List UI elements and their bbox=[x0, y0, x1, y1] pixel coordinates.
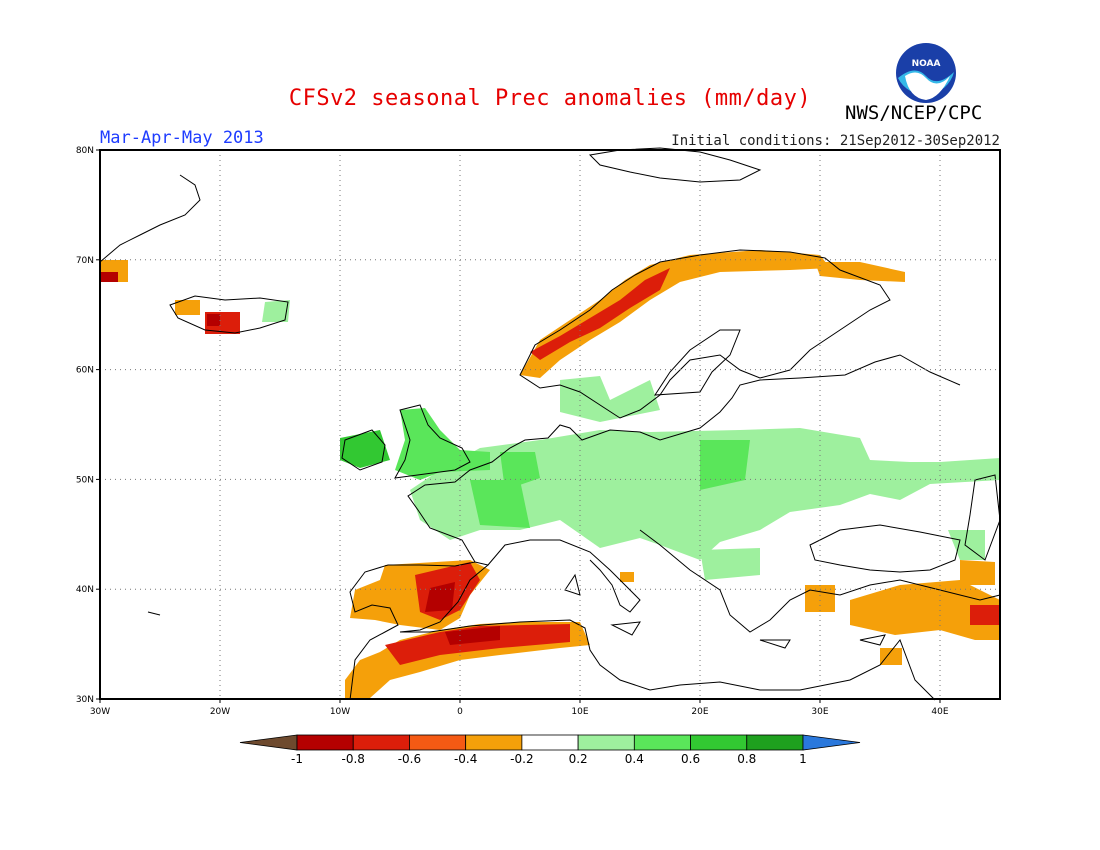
lon-label: 20E bbox=[691, 707, 708, 717]
coast-azores bbox=[147, 611, 161, 616]
anomaly-balkans bbox=[700, 548, 760, 580]
anomaly-iceland-east bbox=[262, 300, 290, 322]
anomaly-ireland bbox=[340, 430, 390, 468]
map-frame bbox=[99, 149, 1001, 700]
lat-label: 50N bbox=[76, 475, 94, 485]
anomaly-iceland-west bbox=[175, 300, 200, 315]
coast-sardinia bbox=[564, 573, 581, 596]
coast-iceland bbox=[169, 295, 289, 334]
anomaly-shading bbox=[100, 250, 1000, 698]
coast-scandinavia bbox=[519, 249, 891, 419]
colorbar-label: 0.6 bbox=[681, 752, 700, 766]
anomaly-iceland-core bbox=[207, 314, 220, 326]
anomaly-maghreb bbox=[385, 624, 570, 665]
colorbar-box bbox=[352, 734, 410, 751]
coast-north-africa bbox=[400, 619, 936, 701]
lon-label: 30W bbox=[90, 707, 110, 717]
anomaly-syria bbox=[970, 605, 1000, 625]
colorbar-label: 0.4 bbox=[625, 752, 644, 766]
coast-north-europe bbox=[407, 354, 961, 563]
anomaly-caucasus bbox=[960, 560, 995, 585]
colorbar-box bbox=[521, 734, 579, 751]
colorbar-box bbox=[577, 734, 635, 751]
anomaly-great-britain bbox=[395, 408, 490, 480]
anomaly-scandinavia-south bbox=[560, 376, 660, 422]
coast-iberia bbox=[349, 561, 490, 701]
colorbar: -1 -0.8 -0.6 -0.4 -0.2 0.2 0.4 0.6 0.8 1 bbox=[239, 734, 861, 766]
coast-great-britain bbox=[394, 404, 471, 479]
initial-conditions: Initial conditions: 21Sep2012-30Sep2012 bbox=[671, 133, 1000, 149]
lon-label: 10E bbox=[571, 707, 588, 717]
noaa-logo-icon: NOAA bbox=[896, 43, 956, 103]
forecast-period: Mar-Apr-May 2013 bbox=[100, 128, 264, 148]
anomaly-norway-coast bbox=[520, 250, 830, 378]
lon-label: 30E bbox=[811, 707, 828, 717]
anomaly-algeria-core bbox=[445, 626, 500, 645]
colorbar-label: 0.8 bbox=[737, 752, 756, 766]
lat-label: 40N bbox=[76, 585, 94, 595]
colorbar-box bbox=[690, 734, 748, 751]
anomaly-greenland-core bbox=[100, 272, 118, 282]
colorbar-label: -0.6 bbox=[398, 752, 421, 766]
colorbar-label: 0.2 bbox=[569, 752, 588, 766]
noaa-logo-text: NOAA bbox=[912, 59, 941, 69]
colorbar-box bbox=[746, 734, 804, 751]
anomaly-iberia-core bbox=[425, 582, 455, 612]
coast-greenland bbox=[99, 174, 201, 263]
lon-label: 10W bbox=[330, 707, 350, 717]
anomaly-levant bbox=[880, 648, 902, 665]
anomaly-italy-south bbox=[620, 572, 634, 582]
agency-label: NWS/NCEP/CPC bbox=[845, 102, 983, 124]
coast-black-sea bbox=[809, 524, 961, 573]
anomaly-kola bbox=[815, 262, 905, 282]
anomaly-central-europe bbox=[410, 428, 1000, 560]
colorbar-label: -0.2 bbox=[510, 752, 533, 766]
colorbar-box bbox=[465, 734, 523, 751]
lat-label: 80N bbox=[76, 146, 94, 156]
coast-balkans-turkey bbox=[639, 529, 1001, 633]
colorbar-label: -1 bbox=[291, 752, 303, 766]
lon-label: 0 bbox=[457, 707, 463, 717]
coastlines bbox=[99, 147, 1001, 701]
coast-svalbard bbox=[588, 147, 762, 183]
coast-sicily bbox=[610, 621, 641, 636]
coast-caspian bbox=[964, 474, 1001, 561]
lat-label: 60N bbox=[76, 366, 94, 376]
anomaly-france-core bbox=[470, 480, 530, 528]
anomaly-aegean bbox=[805, 585, 835, 612]
lat-label: 70N bbox=[76, 256, 94, 266]
anomaly-poland-core bbox=[700, 440, 750, 490]
colorbar-label: 1 bbox=[799, 752, 807, 766]
colorbar-box bbox=[409, 734, 467, 751]
colorbar-box bbox=[296, 734, 354, 751]
map-title: CFSv2 seasonal Prec anomalies (mm/day) bbox=[288, 86, 812, 111]
colorbar-label: -0.8 bbox=[342, 752, 365, 766]
colorbar-box bbox=[633, 734, 691, 751]
coast-cyprus bbox=[859, 634, 886, 646]
coast-ireland bbox=[341, 429, 386, 471]
coast-crete bbox=[759, 639, 791, 649]
colorbar-extend-high bbox=[802, 734, 861, 751]
lon-label: 40E bbox=[931, 707, 948, 717]
anomaly-norway-core bbox=[530, 268, 670, 360]
longitude-labels: 30W 20W 10W 0 10E 20E 30E 40E bbox=[90, 699, 949, 717]
graticule bbox=[100, 150, 1000, 699]
lon-label: 20W bbox=[210, 707, 230, 717]
colorbar-extend-low bbox=[239, 734, 298, 751]
anomaly-turkey bbox=[850, 580, 1000, 640]
colorbar-label: -0.4 bbox=[454, 752, 477, 766]
latitude-labels: 30N 40N 50N 60N 70N 80N bbox=[76, 146, 100, 705]
coast-baltic bbox=[654, 329, 741, 396]
coast-italy bbox=[487, 539, 641, 613]
lat-label: 30N bbox=[76, 695, 94, 705]
